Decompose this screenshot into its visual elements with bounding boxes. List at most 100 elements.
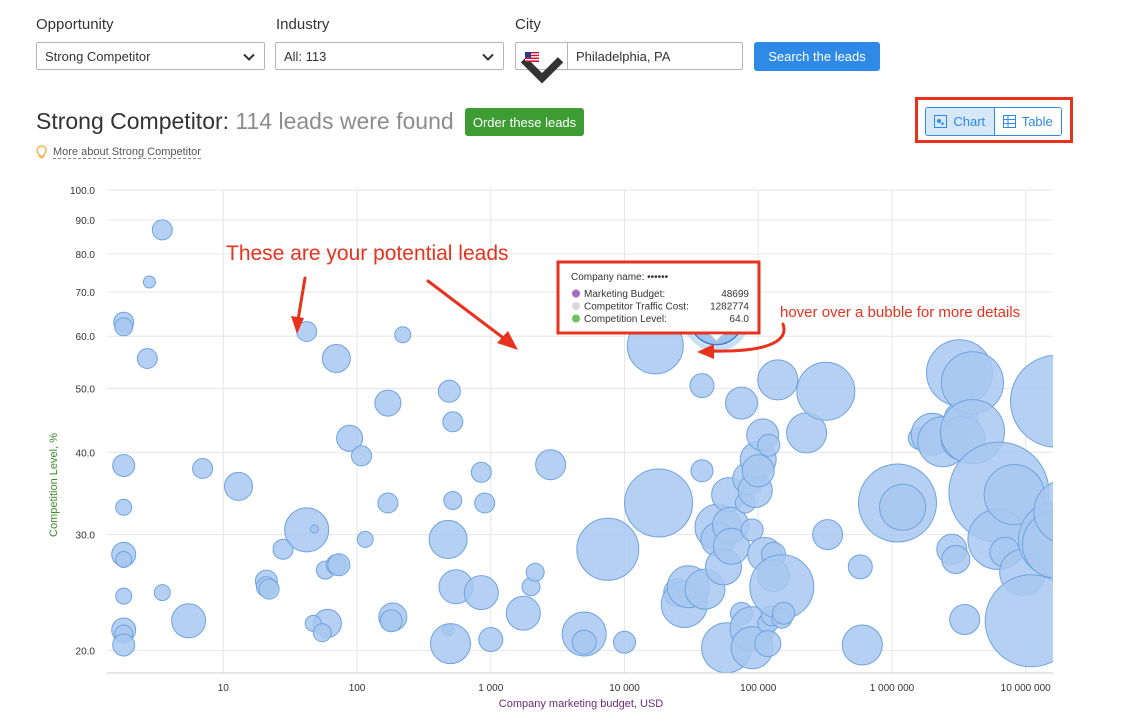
y-tick-label: 60.0 — [76, 332, 96, 343]
arrow-diagonal-head — [497, 331, 518, 350]
tooltip-pointer — [709, 334, 724, 342]
y-tick-label: 100.0 — [70, 186, 95, 197]
opportunity-value: Strong Competitor — [45, 48, 151, 64]
data-bubble — [525, 562, 545, 582]
chart-view-label: Chart — [953, 114, 986, 129]
data-bubble — [690, 459, 714, 483]
data-bubble — [356, 530, 374, 548]
data-bubble — [984, 574, 1053, 668]
data-bubble — [321, 344, 351, 373]
annotation-highlight-box — [915, 97, 1073, 143]
opportunity-label: Opportunity — [36, 16, 114, 33]
data-bubble — [430, 623, 471, 665]
arrow-down-head — [291, 316, 304, 334]
data-bubble — [505, 595, 541, 631]
data-bubble — [394, 326, 412, 344]
chart-annotations: Company name: •••••• Marketing Budget: 486… — [226, 242, 1020, 359]
y-tick-label: 80.0 — [76, 250, 96, 261]
chevron-down-icon — [520, 57, 564, 84]
opportunity-select[interactable]: Strong Competitor — [36, 42, 265, 70]
data-bubble — [442, 411, 464, 433]
data-bubble — [112, 633, 136, 657]
x-tick-label: 1 000 — [478, 683, 503, 694]
arrow-hover-head — [697, 344, 714, 359]
table-view-label: Table — [1021, 114, 1053, 129]
data-bubble — [478, 627, 504, 652]
data-bubble — [112, 454, 136, 477]
data-bubble — [153, 584, 171, 602]
y-tick-label: 90.0 — [76, 216, 96, 227]
data-bubble — [847, 554, 873, 580]
y-tick-label: 30.0 — [76, 531, 96, 542]
tooltip-row-value: 1282774 — [710, 302, 749, 313]
data-bubble — [757, 433, 781, 457]
data-bubble — [740, 518, 764, 542]
x-tick-label: 100 — [349, 683, 366, 694]
x-tick-label: 100 000 — [740, 683, 777, 694]
industry-label: Industry — [276, 16, 330, 33]
country-select[interactable] — [515, 42, 568, 84]
leads-count: 114 leads were found — [235, 108, 454, 134]
results-headline: Strong Competitor: 114 leads were found — [36, 108, 454, 135]
data-bubble — [689, 373, 715, 399]
data-bubble — [284, 507, 330, 553]
data-bubble — [470, 461, 492, 483]
view-toggle: Chart Table — [925, 107, 1062, 136]
order-leads-button[interactable]: Order these leads — [465, 108, 584, 136]
tooltip-legend-dot — [572, 302, 580, 310]
chart-view-button[interactable]: Chart — [926, 108, 995, 135]
data-bubble — [351, 445, 372, 467]
data-bubble — [941, 545, 971, 574]
data-bubble — [741, 454, 775, 488]
data-bubble — [725, 386, 758, 420]
arrow-diagonal — [426, 279, 508, 342]
y-tick-label: 20.0 — [76, 647, 96, 658]
leads-annotation-text: These are your potential leads — [226, 242, 509, 265]
tooltip-box — [556, 260, 761, 335]
data-bubble — [535, 449, 567, 481]
data-bubble — [841, 624, 883, 666]
y-tick-label: 70.0 — [76, 288, 96, 299]
bubble-chart: 10 100 1 000 10 000 100 000 1 000 000 10 000 0… — [48, 186, 1053, 710]
data-bubble — [374, 389, 402, 417]
tooltip-row-label: Competition Level: — [584, 314, 667, 325]
tooltip-legend-dot — [572, 314, 580, 323]
y-axis-title: Competition Level, % — [48, 433, 60, 537]
tooltip-row-label: Competitor Traffic Cost: — [584, 302, 689, 313]
opportunity-type-title: Strong Competitor: — [36, 108, 230, 134]
x-tick-label: 10 — [218, 683, 230, 694]
city-input[interactable]: Philadelphia, PA — [567, 42, 743, 70]
data-bubble — [437, 379, 461, 403]
tooltip-row-value: 48699 — [721, 289, 749, 300]
more-about-link[interactable]: More about Strong Competitor — [36, 145, 201, 160]
data-bubble — [115, 587, 133, 605]
tooltip-legend-dot — [572, 289, 580, 298]
us-flag-icon — [525, 52, 539, 62]
data-bubble — [258, 578, 280, 600]
data-bubble — [757, 359, 799, 401]
x-tick-label: 1 000 000 — [870, 683, 915, 694]
data-bubble — [272, 538, 294, 560]
data-bubble — [443, 491, 463, 510]
hover-annotation-text: hover over a bubble for more details — [780, 304, 1020, 321]
lightbulb-icon — [36, 145, 47, 159]
data-bubble — [379, 609, 403, 633]
chevron-down-icon — [243, 53, 255, 61]
industry-select[interactable]: All: 113 — [275, 42, 504, 70]
data-bubble — [171, 603, 207, 639]
data-bubble — [136, 348, 158, 369]
bubble-chart-icon — [934, 115, 948, 128]
data-bubble — [1010, 354, 1053, 448]
search-leads-button[interactable]: Search the leads — [754, 42, 880, 71]
data-bubble — [772, 601, 796, 625]
data-bubble — [312, 623, 332, 643]
data-bubble — [151, 219, 173, 241]
data-bubble — [428, 519, 468, 559]
data-bubble — [327, 553, 351, 577]
table-view-button[interactable]: Table — [994, 108, 1061, 135]
data-bubble — [796, 361, 856, 421]
x-tick-label: 10 000 — [609, 683, 640, 694]
x-tick-label: 10 000 000 — [1001, 683, 1051, 694]
x-axis-title: Company marketing budget, USD — [499, 698, 664, 710]
data-bubble — [115, 551, 133, 568]
